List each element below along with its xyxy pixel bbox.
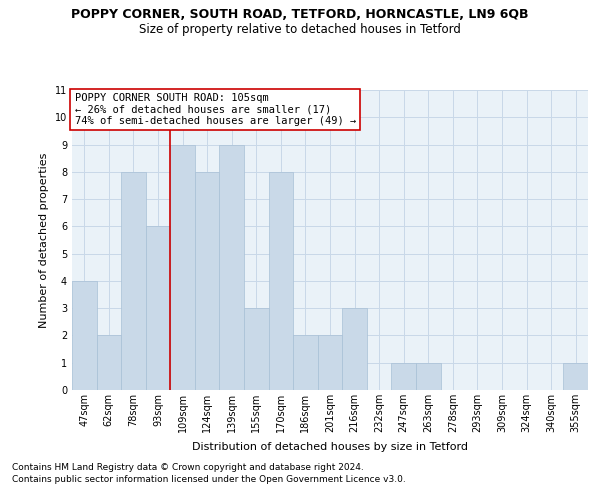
Text: Contains public sector information licensed under the Open Government Licence v3: Contains public sector information licen…: [12, 474, 406, 484]
Bar: [318, 336, 342, 390]
Bar: [342, 308, 367, 390]
Bar: [269, 172, 293, 390]
Bar: [195, 172, 220, 390]
Text: Contains HM Land Registry data © Crown copyright and database right 2024.: Contains HM Land Registry data © Crown c…: [12, 464, 364, 472]
Text: POPPY CORNER SOUTH ROAD: 105sqm
← 26% of detached houses are smaller (17)
74% of: POPPY CORNER SOUTH ROAD: 105sqm ← 26% of…: [74, 93, 356, 126]
Bar: [244, 308, 269, 390]
Text: POPPY CORNER, SOUTH ROAD, TETFORD, HORNCASTLE, LN9 6QB: POPPY CORNER, SOUTH ROAD, TETFORD, HORNC…: [71, 8, 529, 20]
Bar: [416, 362, 440, 390]
Bar: [72, 281, 97, 390]
Bar: [293, 336, 318, 390]
Text: Size of property relative to detached houses in Tetford: Size of property relative to detached ho…: [139, 22, 461, 36]
Bar: [220, 144, 244, 390]
Bar: [97, 336, 121, 390]
Bar: [146, 226, 170, 390]
Bar: [121, 172, 146, 390]
Bar: [391, 362, 416, 390]
Text: Distribution of detached houses by size in Tetford: Distribution of detached houses by size …: [192, 442, 468, 452]
Y-axis label: Number of detached properties: Number of detached properties: [40, 152, 49, 328]
Bar: [170, 144, 195, 390]
Bar: [563, 362, 588, 390]
